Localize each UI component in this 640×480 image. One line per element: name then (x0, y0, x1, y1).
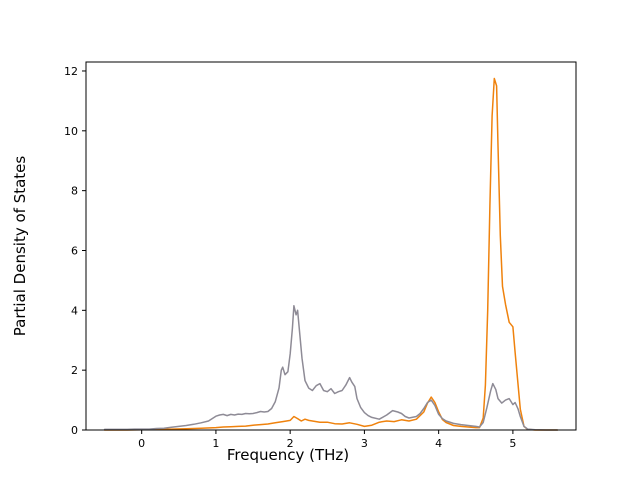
x-tick-label: 5 (509, 437, 516, 450)
series-line-orange-pdos (103, 77, 559, 431)
x-tick-label: 0 (138, 437, 145, 450)
series-line-gray-pdos (103, 305, 559, 431)
y-tick-label: 6 (71, 244, 78, 257)
y-tick-label: 4 (71, 304, 78, 317)
x-tick-label: 4 (435, 437, 442, 450)
x-tick-label: 2 (287, 437, 294, 450)
y-tick-label: 10 (64, 125, 78, 138)
y-axis-label: Partial Density of States (11, 155, 29, 337)
axes-spines (85, 61, 577, 431)
y-tick-label: 8 (71, 185, 78, 198)
y-tick-label: 0 (71, 424, 78, 437)
x-tick-label: 1 (212, 437, 219, 450)
y-tick-label: 12 (64, 65, 78, 78)
x-tick-label: 3 (361, 437, 368, 450)
y-tick-label: 2 (71, 364, 78, 377)
x-axis-label: Frequency (THz) (226, 446, 350, 464)
